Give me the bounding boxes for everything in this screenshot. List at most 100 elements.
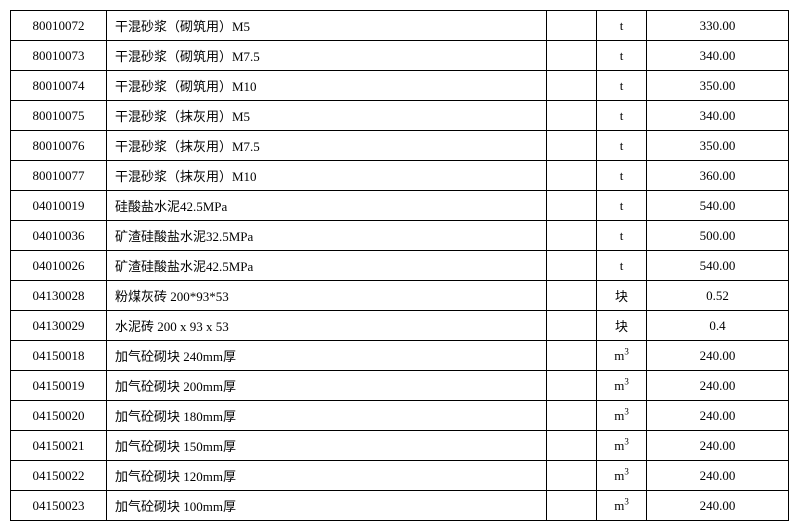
cell-name: 矿渣硅酸盐水泥32.5MPa xyxy=(107,221,547,251)
table-row: 80010074干混砂浆（砌筑用）M10 t350.00 xyxy=(11,71,789,101)
unit-base: m xyxy=(614,498,624,513)
unit-base: t xyxy=(620,228,624,243)
cell-unit: m3 xyxy=(597,491,647,521)
table-row: 04150020加气砼砌块 180mm厚m3240.00 xyxy=(11,401,789,431)
cell-name: 粉煤灰砖 200*93*53 xyxy=(107,281,547,311)
cell-unit: 块 xyxy=(597,311,647,341)
unit-base: t xyxy=(620,138,624,153)
table-row: 04130029水泥砖 200 x 93 x 53块0.4 xyxy=(11,311,789,341)
table-row: 04150022加气砼砌块 120mm厚 m3240.00 xyxy=(11,461,789,491)
cell-price: 240.00 xyxy=(647,341,789,371)
cell-name: 干混砂浆（抹灰用）M10 xyxy=(107,161,547,191)
cell-empty xyxy=(547,161,597,191)
unit-base: m xyxy=(614,438,624,453)
cell-empty xyxy=(547,101,597,131)
cell-price: 340.00 xyxy=(647,41,789,71)
cell-price: 500.00 xyxy=(647,221,789,251)
unit-base: m xyxy=(614,348,624,363)
cell-name: 加气砼砌块 180mm厚 xyxy=(107,401,547,431)
cell-name: 干混砂浆（砌筑用）M10 xyxy=(107,71,547,101)
cell-unit: t xyxy=(597,131,647,161)
cell-unit: m3 xyxy=(597,461,647,491)
cell-name: 加气砼砌块 150mm厚 xyxy=(107,431,547,461)
cell-name: 干混砂浆（抹灰用）M5 xyxy=(107,101,547,131)
cell-price: 240.00 xyxy=(647,491,789,521)
table-row: 04010036矿渣硅酸盐水泥32.5MPa t 500.00 xyxy=(11,221,789,251)
cell-empty xyxy=(547,371,597,401)
table-row: 80010076干混砂浆（抹灰用）M7.5t350.00 xyxy=(11,131,789,161)
table-row: 04010019硅酸盐水泥42.5MPa t 540.00 xyxy=(11,191,789,221)
table-row: 04150019加气砼砌块 200mm厚 m3240.00 xyxy=(11,371,789,401)
cell-code: 04010019 xyxy=(11,191,107,221)
cell-empty xyxy=(547,131,597,161)
cell-price: 240.00 xyxy=(647,461,789,491)
unit-base: 块 xyxy=(615,289,628,304)
cell-empty xyxy=(547,281,597,311)
cell-code: 04150022 xyxy=(11,461,107,491)
cell-price: 540.00 xyxy=(647,191,789,221)
unit-base: t xyxy=(620,258,624,273)
cell-code: 04010036 xyxy=(11,221,107,251)
cell-unit: t xyxy=(597,41,647,71)
cell-code: 04150021 xyxy=(11,431,107,461)
table-row: 80010075干混砂浆（抹灰用）M5 t 340.00 xyxy=(11,101,789,131)
cell-code: 80010074 xyxy=(11,71,107,101)
cell-code: 04150018 xyxy=(11,341,107,371)
cell-name: 加气砼砌块 200mm厚 xyxy=(107,371,547,401)
table-row: 04010026矿渣硅酸盐水泥42.5MPat540.00 xyxy=(11,251,789,281)
cell-code: 04130028 xyxy=(11,281,107,311)
cell-empty xyxy=(547,11,597,41)
cell-price: 350.00 xyxy=(647,71,789,101)
unit-base: t xyxy=(620,48,624,63)
cell-name: 干混砂浆（砌筑用）M7.5 xyxy=(107,41,547,71)
cell-price: 360.00 xyxy=(647,161,789,191)
unit-base: t xyxy=(620,198,624,213)
unit-superscript: 3 xyxy=(624,496,629,506)
cell-price: 0.52 xyxy=(647,281,789,311)
cell-empty xyxy=(547,71,597,101)
cell-unit: m3 xyxy=(597,401,647,431)
cell-name: 干混砂浆（抹灰用）M7.5 xyxy=(107,131,547,161)
cell-price: 330.00 xyxy=(647,11,789,41)
cell-name: 加气砼砌块 120mm厚 xyxy=(107,461,547,491)
cell-code: 80010073 xyxy=(11,41,107,71)
cell-code: 80010076 xyxy=(11,131,107,161)
cell-empty xyxy=(547,221,597,251)
cell-empty xyxy=(547,311,597,341)
cell-unit: t xyxy=(597,191,647,221)
table-row: 80010077干混砂浆（抹灰用）M10t360.00 xyxy=(11,161,789,191)
materials-price-table: 80010072干混砂浆（砌筑用）M5t330.0080010073干混砂浆（砌… xyxy=(10,10,789,521)
cell-price: 240.00 xyxy=(647,431,789,461)
cell-name: 水泥砖 200 x 93 x 53 xyxy=(107,311,547,341)
cell-code: 80010072 xyxy=(11,11,107,41)
cell-code: 80010075 xyxy=(11,101,107,131)
cell-code: 04150019 xyxy=(11,371,107,401)
cell-unit: 块 xyxy=(597,281,647,311)
cell-empty xyxy=(547,251,597,281)
cell-empty xyxy=(547,461,597,491)
cell-name: 加气砼砌块 240mm厚 xyxy=(107,341,547,371)
unit-base: t xyxy=(620,108,624,123)
table-row: 04130028粉煤灰砖 200*93*53 块 0.52 xyxy=(11,281,789,311)
unit-base: t xyxy=(620,18,624,33)
table-row: 04150023加气砼砌块 100mm厚m3240.00 xyxy=(11,491,789,521)
cell-name: 加气砼砌块 100mm厚 xyxy=(107,491,547,521)
cell-empty xyxy=(547,401,597,431)
cell-name: 矿渣硅酸盐水泥42.5MPa xyxy=(107,251,547,281)
cell-code: 04010026 xyxy=(11,251,107,281)
cell-price: 240.00 xyxy=(647,401,789,431)
cell-unit: m3 xyxy=(597,341,647,371)
cell-name: 硅酸盐水泥42.5MPa xyxy=(107,191,547,221)
cell-unit: t xyxy=(597,71,647,101)
cell-code: 04150023 xyxy=(11,491,107,521)
cell-unit: m3 xyxy=(597,371,647,401)
cell-unit: t xyxy=(597,221,647,251)
table-row: 04150021加气砼砌块 150mm厚m3240.00 xyxy=(11,431,789,461)
cell-unit: t xyxy=(597,161,647,191)
cell-unit: t xyxy=(597,11,647,41)
cell-name: 干混砂浆（砌筑用）M5 xyxy=(107,11,547,41)
cell-price: 240.00 xyxy=(647,371,789,401)
unit-base: 块 xyxy=(615,319,628,334)
unit-base: m xyxy=(614,378,624,393)
cell-price: 340.00 xyxy=(647,101,789,131)
